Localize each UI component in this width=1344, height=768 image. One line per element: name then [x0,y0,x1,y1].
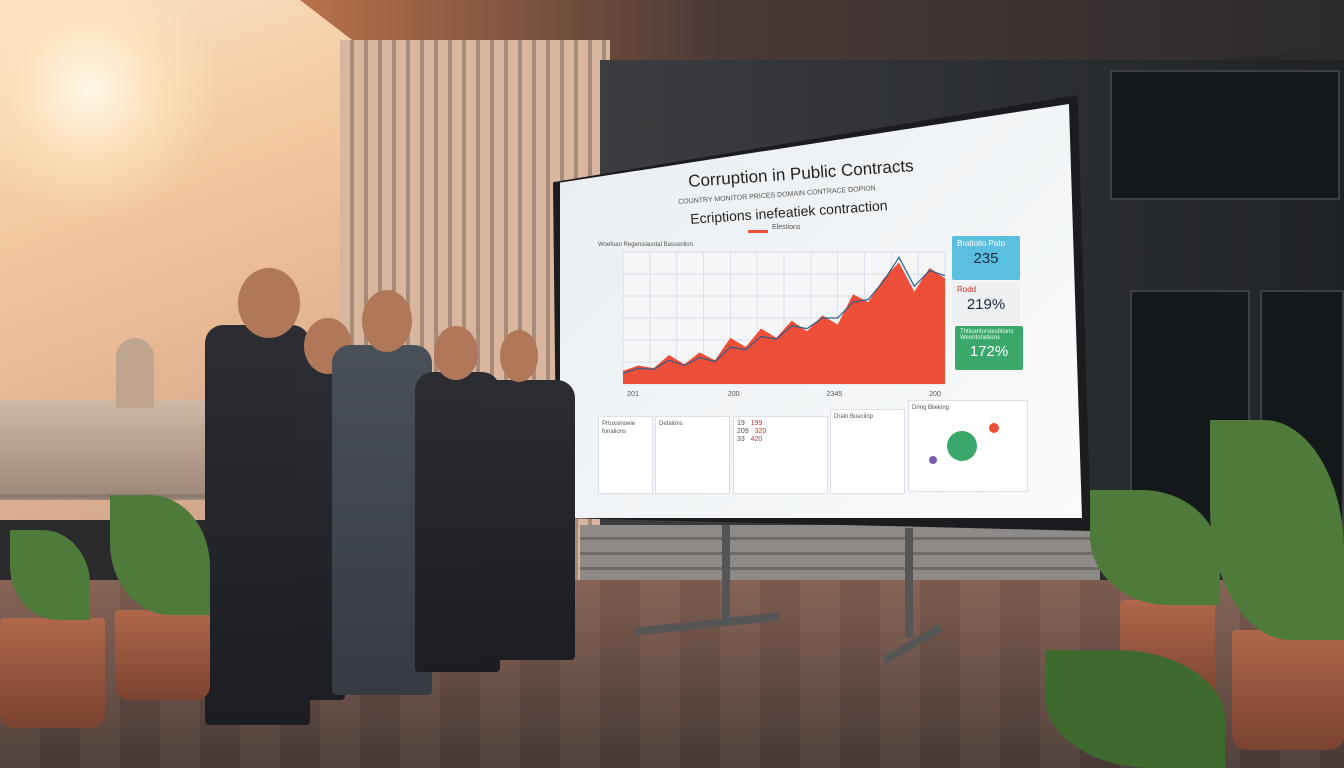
screen-stand-right [905,528,913,638]
stat-card: Bratiotio Pato 235 [952,236,1020,280]
info-panel: Prtuxsinoeie fonalions [598,416,653,494]
network-panel: Dring Blieking [908,400,1028,492]
person-1 [205,325,310,725]
chart-caption: Woefoan Regenslauotal Bassonlion [598,242,693,248]
area-chart: 201 200 2345 200 [622,251,946,398]
info-panel: Detaions [655,416,730,494]
dome-tower [116,338,154,408]
stat-card: Rodd 219% [952,282,1020,324]
person-5 [480,380,575,660]
steps [580,525,1100,585]
info-panel: Drain Bueciinp [830,409,905,494]
legend-swatch [748,230,768,233]
line-series [622,256,946,375]
screen-stand-left [722,525,730,625]
dashboard-title: Corruption in Public Contracts [687,156,915,191]
x-tick-label: 200 [929,391,941,398]
plant-pot [0,618,105,728]
distant-building [0,400,215,500]
values-panel: 19 199 209 320 33 420 [733,416,828,494]
x-tick-label: 201 [627,391,639,398]
plant-pot [115,610,210,700]
balcony-rail [0,494,340,498]
dashboard-screen: Corruption in Public Contracts COUNTRY M… [560,104,1082,518]
x-tick-label: 200 [728,391,740,398]
plant-pot [1232,630,1344,750]
stat-card: Thtioantorsiesblions Weontohetions 172% [955,326,1023,370]
legend-label: Elestions [772,224,801,231]
area-series [623,262,945,384]
network-node [947,431,977,461]
x-tick-label: 2345 [827,391,843,398]
